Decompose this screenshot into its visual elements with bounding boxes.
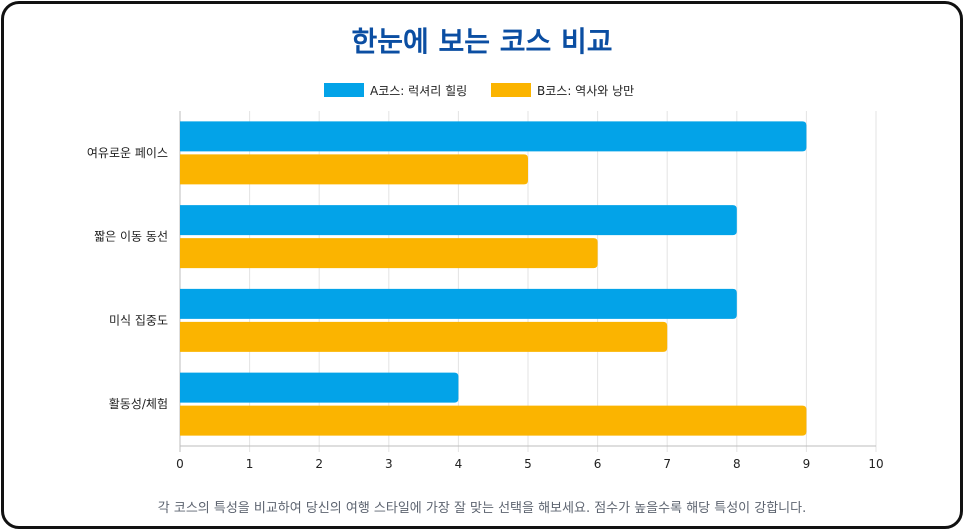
bar-series-b[interactable] bbox=[180, 238, 598, 269]
bar-series-a[interactable] bbox=[180, 372, 459, 403]
x-tick-label: 6 bbox=[594, 457, 602, 471]
x-tick-label: 3 bbox=[385, 457, 393, 471]
x-tick-label: 2 bbox=[315, 457, 323, 471]
bar-series-b[interactable] bbox=[180, 321, 668, 352]
bar-series-b[interactable] bbox=[180, 405, 807, 436]
x-tick-label: 5 bbox=[524, 457, 532, 471]
legend-swatch bbox=[324, 83, 364, 97]
x-tick-label: 4 bbox=[455, 457, 463, 471]
legend-label[interactable]: B코스: 역사와 낭만 bbox=[537, 84, 634, 98]
bar-series-a[interactable] bbox=[180, 288, 737, 319]
bar-series-b[interactable] bbox=[180, 154, 528, 185]
bar-series-a[interactable] bbox=[180, 205, 737, 236]
legend-label[interactable]: A코스: 럭셔리 힐링 bbox=[370, 84, 467, 98]
bar-series-a[interactable] bbox=[180, 121, 807, 152]
bars bbox=[180, 121, 807, 436]
x-tick-label: 9 bbox=[803, 457, 811, 471]
legend: A코스: 럭셔리 힐링 B코스: 역사와 낭만 bbox=[324, 83, 634, 98]
x-tick-label: 0 bbox=[176, 457, 184, 471]
y-category-label: 여유로운 페이스 bbox=[87, 146, 168, 160]
x-tick-label: 7 bbox=[663, 457, 671, 471]
legend-swatch bbox=[491, 83, 531, 97]
x-tick-label: 10 bbox=[868, 457, 883, 471]
x-tick-label: 1 bbox=[246, 457, 254, 471]
x-tick-label: 8 bbox=[733, 457, 741, 471]
y-category-label: 미식 집중도 bbox=[109, 313, 168, 327]
y-category-label: 활동성/체험 bbox=[109, 397, 168, 411]
chart-footnote: 각 코스의 특성을 비교하여 당신의 여행 스타일에 가장 잘 맞는 선택을 해… bbox=[157, 501, 807, 516]
y-category-label: 짧은 이동 동선 bbox=[94, 230, 168, 244]
chart-title: 한눈에 보는 코스 비교 bbox=[351, 25, 613, 58]
